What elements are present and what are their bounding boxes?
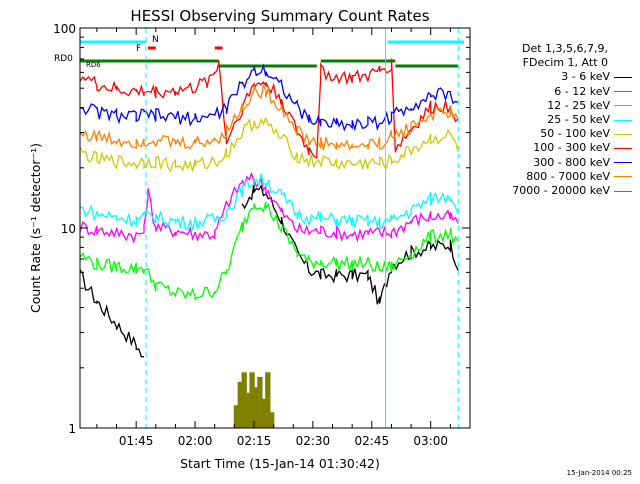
legend-item-label: 50 - 100 keV [540,127,610,141]
series-line [79,117,459,173]
flag-label: RD0 [54,54,73,64]
timestamp: 15-Jan-2014 00:25 [566,469,632,477]
x-axis-label: Start Time (15-Jan-14 01:30:42) [180,456,380,471]
flag-label: RD6 [86,61,101,69]
legend-swatch [614,162,632,164]
series-group [79,58,459,428]
legend-item-label: 25 - 50 keV [547,113,610,127]
y-tick-label: 10 [61,222,76,236]
legend-item-label: 3 - 6 keV [561,70,610,84]
legend-item-label: 6 - 12 keV [554,84,610,98]
series-line [233,372,275,428]
legend-item-label: 100 - 300 keV [533,141,610,155]
x-tick-label: 02:00 [178,434,213,448]
y-axis-label: Count Rate (s⁻¹ detector⁻¹) [28,143,43,313]
y-tick-label: 100 [53,22,76,36]
legend-item-label: 12 - 25 keV [547,98,610,112]
flag-label: N [152,35,159,45]
legend-item: 3 - 6 keV [480,70,632,84]
legend-item: 800 - 7000 keV [480,170,632,184]
legend-swatch [614,148,632,150]
legend: Det 1,3,5,6,7,9, FDecim 1, Att 0 3 - 6 k… [480,42,632,198]
legend-item: 12 - 25 keV [480,99,632,113]
legend-rows: 3 - 6 keV 6 - 12 keV 12 - 25 keV 25 - 50 ke… [480,70,632,198]
legend-item-label: 300 - 800 keV [533,155,610,169]
legend-swatch [614,133,632,135]
legend-item: 7000 - 20000 keV [480,184,632,198]
flag-bars: N F RD0 RD6 [54,35,465,69]
axes: 01:45 02:00 02:15 02:30 02:45 03:00 1 10 100 [53,22,471,448]
legend-item-label: 7000 - 20000 keV [512,184,610,198]
legend-item: 6 - 12 keV [480,85,632,99]
series-line [79,83,459,151]
y-tick-label: 1 [68,422,76,436]
x-tick-label: 02:30 [296,434,331,448]
x-tick-label: 02:15 [237,434,272,448]
legend-item: 50 - 100 keV [480,127,632,141]
legend-swatch [614,119,632,121]
legend-header-line-1: Det 1,3,5,6,7,9, [521,42,608,55]
legend-swatch [614,77,632,78]
series-line [79,182,459,358]
series-line [79,201,459,301]
legend-item: 100 - 300 keV [480,141,632,155]
x-tick-label: 01:45 [119,434,154,448]
legend-item: 25 - 50 keV [480,113,632,127]
x-tick-label: 03:00 [413,434,448,448]
legend-item-label: 800 - 7000 keV [526,169,610,183]
series-line [79,171,459,244]
x-tick-label: 02:45 [355,434,390,448]
legend-item: 300 - 800 keV [480,156,632,170]
legend-swatch [614,176,632,178]
legend-header-line-2: FDecim 1, Att 0 [522,56,608,70]
legend-swatch [614,105,632,107]
series-line [79,63,459,132]
legend-swatch [614,91,632,93]
plot-frame [79,27,471,429]
series-line [79,173,459,232]
legend-swatch [614,190,632,192]
chart-title: HESSI Observing Summary Count Rates [130,7,429,25]
vertical-lines [145,28,459,428]
flag-label: F [136,44,141,54]
